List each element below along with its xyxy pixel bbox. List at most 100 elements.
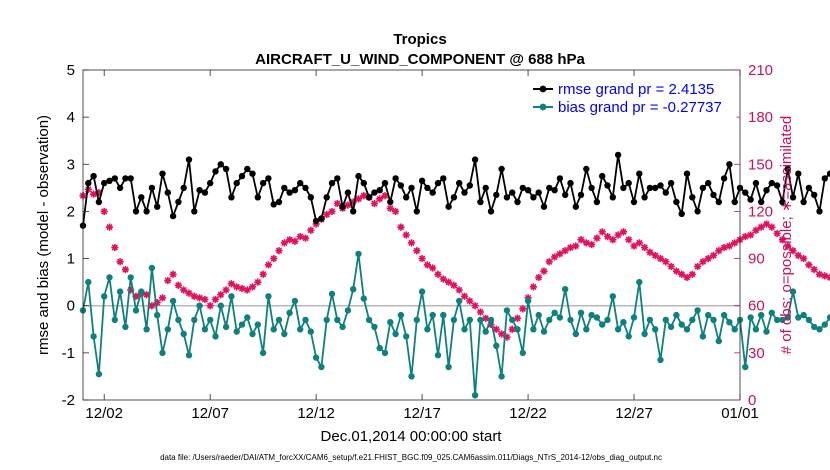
bias-series-point bbox=[116, 288, 124, 295]
rmse-series-point bbox=[148, 184, 156, 192]
bias-series-point bbox=[376, 344, 383, 352]
bias-series-point bbox=[784, 314, 791, 321]
obs-count-point bbox=[142, 291, 151, 299]
bias-series-point bbox=[429, 311, 436, 319]
x-tick-label: 12/27 bbox=[615, 405, 653, 422]
rmse-series-point bbox=[286, 189, 293, 196]
series-layer bbox=[79, 151, 830, 399]
obs-count-point bbox=[561, 247, 569, 255]
rmse-series-point bbox=[482, 184, 489, 192]
rmse-series-point bbox=[175, 198, 182, 206]
rmse-series-point bbox=[397, 182, 405, 189]
rmse-series-point bbox=[826, 170, 830, 177]
obs-count-point bbox=[429, 264, 437, 272]
bias-series-point bbox=[630, 314, 638, 321]
obs-count-point bbox=[662, 258, 670, 266]
bias-series-point bbox=[323, 316, 330, 324]
obs-count-point bbox=[614, 231, 622, 239]
rmse-series-point bbox=[599, 172, 606, 180]
x-tick-label: 12/17 bbox=[403, 405, 441, 422]
bias-series-point bbox=[773, 316, 781, 324]
rmse-series-point bbox=[625, 179, 632, 187]
bias-series-point bbox=[408, 373, 415, 380]
bias-series-point bbox=[779, 316, 786, 324]
bias-series-point bbox=[424, 326, 431, 333]
bias-series-point bbox=[244, 314, 251, 321]
bias-series-point bbox=[387, 319, 394, 326]
bias-series-point bbox=[418, 288, 426, 295]
bias-series-point bbox=[159, 349, 166, 357]
bias-series-point bbox=[233, 328, 240, 335]
obs-count-point bbox=[805, 261, 813, 269]
bias-series-point bbox=[371, 323, 378, 331]
bias-series-point bbox=[710, 316, 717, 324]
rmse-series-point bbox=[185, 156, 193, 163]
obs-count-point bbox=[725, 242, 734, 250]
bias-series-point bbox=[154, 311, 161, 319]
obs-count-point bbox=[476, 308, 484, 316]
obs-count-point bbox=[704, 254, 712, 263]
x-tick-label: 12/07 bbox=[191, 405, 229, 422]
bias-series-point bbox=[726, 319, 733, 326]
bias-series-point bbox=[699, 333, 707, 340]
obs-count-point bbox=[598, 228, 606, 236]
rmse-series-point bbox=[408, 184, 415, 192]
rmse-series-point bbox=[450, 194, 458, 201]
obs-count-point bbox=[174, 281, 182, 289]
legend-rmse-label: rmse grand pr = 2.4135 bbox=[558, 81, 714, 98]
rmse-series-point bbox=[509, 189, 516, 196]
bias-series-point bbox=[752, 326, 760, 333]
bias-series-point bbox=[678, 321, 685, 328]
rmse-series-point bbox=[169, 212, 177, 220]
y-tick-label: 4 bbox=[67, 109, 75, 126]
bias-series-point bbox=[249, 330, 256, 338]
obs-count-point bbox=[641, 243, 649, 252]
rmse-series-point bbox=[795, 170, 802, 177]
obs-count-point bbox=[275, 247, 283, 255]
rmse-series-point bbox=[138, 194, 145, 201]
rmse-series-point bbox=[540, 203, 548, 210]
rmse-series-point bbox=[95, 198, 103, 206]
rmse-series-point bbox=[392, 175, 399, 182]
bias-series-line bbox=[82, 252, 830, 397]
obs-count-point bbox=[572, 242, 580, 250]
bias-series-point bbox=[577, 309, 585, 316]
x-axis-label: Dec.01,2014 00:00:00 start bbox=[321, 428, 503, 445]
bias-series-point bbox=[148, 264, 156, 272]
rmse-series-point bbox=[779, 198, 786, 206]
bias-series-point bbox=[503, 307, 511, 314]
rmse-series-point bbox=[747, 196, 754, 203]
rmse-series-point bbox=[477, 198, 484, 206]
bias-series-point bbox=[540, 328, 548, 335]
rmse-series-point bbox=[434, 179, 442, 187]
bias-series-point bbox=[334, 316, 341, 324]
obs-count-point bbox=[519, 305, 527, 313]
obs-count-point bbox=[360, 192, 368, 200]
rmse-series-point bbox=[784, 165, 791, 173]
rmse-series-point bbox=[662, 189, 669, 196]
rmse-series-point bbox=[811, 191, 818, 199]
bias-series-point bbox=[588, 311, 595, 319]
y-tick-label: 1 bbox=[67, 251, 75, 268]
bias-series-point bbox=[789, 288, 797, 295]
obs-count-point bbox=[699, 258, 707, 266]
rmse-series-point bbox=[641, 194, 648, 201]
rmse-series-point bbox=[344, 189, 352, 196]
rmse-series-point bbox=[371, 189, 378, 196]
bias-series-point bbox=[652, 326, 659, 333]
rmse-series-point bbox=[609, 194, 616, 201]
obs-count-point bbox=[233, 283, 241, 291]
rmse-series-point bbox=[620, 184, 627, 192]
rmse-series-point bbox=[249, 170, 256, 177]
rmse-series-point bbox=[222, 165, 230, 173]
bias-series-point bbox=[328, 290, 336, 298]
rmse-series-point bbox=[667, 179, 675, 187]
bias-series-point bbox=[683, 326, 691, 333]
rmse-series-point bbox=[201, 189, 209, 196]
rmse-series-point bbox=[180, 184, 187, 192]
obs-count-point bbox=[715, 247, 723, 255]
obs-count-point bbox=[286, 236, 294, 244]
bias-series-point bbox=[259, 349, 267, 357]
obs-count-point bbox=[593, 234, 601, 242]
bias-series-point bbox=[599, 321, 606, 328]
